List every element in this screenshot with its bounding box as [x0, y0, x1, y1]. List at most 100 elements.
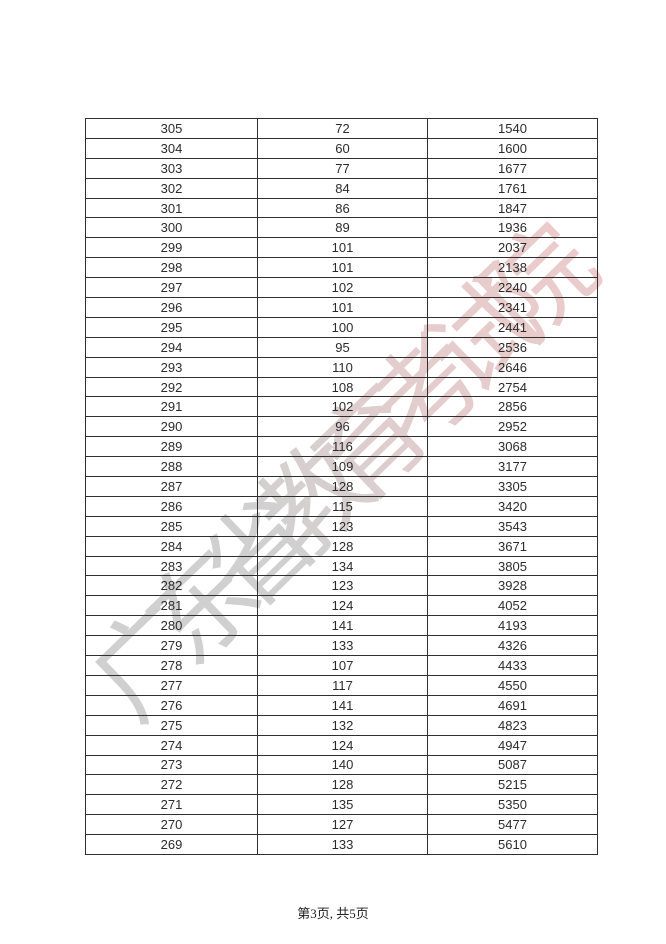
cell-score: 289 [85, 436, 258, 458]
cell-count: 128 [257, 476, 428, 497]
cell-cumulative: 1936 [427, 217, 598, 239]
cell-count: 60 [257, 137, 428, 159]
table-row: 301 86 1847 [85, 197, 598, 219]
cell-score: 287 [85, 476, 258, 497]
table-row: 278 107 4433 [85, 655, 598, 676]
cell-score: 281 [85, 595, 258, 617]
cell-count: 95 [257, 336, 428, 358]
cell-score: 286 [85, 495, 258, 517]
cell-score: 292 [85, 376, 258, 398]
cell-cumulative: 5350 [427, 794, 598, 816]
cell-score: 303 [85, 157, 258, 179]
cell-score: 305 [85, 118, 258, 139]
cell-score: 288 [85, 456, 258, 478]
cell-cumulative: 3543 [427, 515, 598, 537]
cell-score: 301 [85, 197, 258, 219]
cell-count: 140 [257, 754, 428, 776]
cell-count: 86 [257, 197, 428, 219]
cell-cumulative: 3177 [427, 456, 598, 478]
cell-score: 279 [85, 635, 258, 657]
cell-cumulative: 4052 [427, 595, 598, 617]
cell-score: 296 [85, 297, 258, 318]
cell-cumulative: 3928 [427, 575, 598, 597]
table-row: 284 128 3671 [85, 535, 598, 557]
cell-cumulative: 2441 [427, 316, 598, 338]
cell-cumulative: 2536 [427, 336, 598, 358]
cell-cumulative: 1677 [427, 157, 598, 179]
cell-cumulative: 5087 [427, 754, 598, 776]
cell-score: 270 [85, 814, 258, 836]
page-footer: 第3页, 共5页 [297, 906, 369, 921]
score-table: 305 72 1540 304 60 1600 303 77 1677 302 … [85, 118, 598, 855]
cell-count: 117 [257, 674, 428, 696]
cell-count: 101 [257, 297, 428, 318]
cell-score: 272 [85, 774, 258, 796]
cell-cumulative: 4691 [427, 694, 598, 716]
table-row: 293 110 2646 [85, 356, 598, 378]
cell-count: 101 [257, 237, 428, 259]
table-row: 269 133 5610 [85, 834, 598, 855]
cell-score: 280 [85, 615, 258, 637]
cell-cumulative: 5477 [427, 814, 598, 836]
cell-count: 132 [257, 714, 428, 736]
cell-count: 108 [257, 376, 428, 398]
cell-score: 302 [85, 177, 258, 199]
table-row: 303 77 1677 [85, 157, 598, 179]
cell-score: 273 [85, 754, 258, 776]
cell-cumulative: 2138 [427, 257, 598, 279]
cell-count: 123 [257, 515, 428, 537]
cell-cumulative: 4550 [427, 674, 598, 696]
table-row: 280 141 4193 [85, 615, 598, 637]
cell-cumulative: 4947 [427, 734, 598, 756]
cell-score: 276 [85, 694, 258, 716]
table-row: 273 140 5087 [85, 754, 598, 776]
cell-count: 134 [257, 555, 428, 577]
cell-count: 123 [257, 575, 428, 597]
cell-cumulative: 1847 [427, 197, 598, 219]
table-row: 291 102 2856 [85, 396, 598, 418]
table-row: 283 134 3805 [85, 555, 598, 577]
table-row: 282 123 3928 [85, 575, 598, 597]
cell-cumulative: 5610 [427, 834, 598, 855]
table-row: 292 108 2754 [85, 376, 598, 398]
cell-count: 135 [257, 794, 428, 816]
cell-cumulative: 3305 [427, 476, 598, 497]
cell-count: 77 [257, 157, 428, 179]
cell-count: 124 [257, 734, 428, 756]
cell-score: 271 [85, 794, 258, 816]
table-row: 302 84 1761 [85, 177, 598, 199]
cell-score: 291 [85, 396, 258, 418]
cell-score: 293 [85, 356, 258, 378]
table-row: 295 100 2441 [85, 316, 598, 338]
cell-score: 297 [85, 277, 258, 299]
cell-cumulative: 2341 [427, 297, 598, 318]
cell-count: 124 [257, 595, 428, 617]
cell-count: 72 [257, 118, 428, 139]
table-row: 300 89 1936 [85, 217, 598, 239]
table-row: 270 127 5477 [85, 814, 598, 836]
cell-cumulative: 3420 [427, 495, 598, 517]
cell-score: 294 [85, 336, 258, 358]
cell-count: 84 [257, 177, 428, 199]
table-row: 271 135 5350 [85, 794, 598, 816]
table-row: 285 123 3543 [85, 515, 598, 537]
cell-count: 116 [257, 436, 428, 458]
table-row: 298 101 2138 [85, 257, 598, 279]
score-table-body: 305 72 1540 304 60 1600 303 77 1677 302 … [85, 118, 598, 855]
table-row: 305 72 1540 [85, 118, 598, 139]
table-row: 299 101 2037 [85, 237, 598, 259]
cell-score: 275 [85, 714, 258, 736]
cell-score: 277 [85, 674, 258, 696]
cell-cumulative: 2856 [427, 396, 598, 418]
cell-score: 290 [85, 416, 258, 438]
cell-count: 133 [257, 635, 428, 657]
cell-score: 284 [85, 535, 258, 557]
cell-cumulative: 2240 [427, 277, 598, 299]
cell-cumulative: 1761 [427, 177, 598, 199]
table-row: 290 96 2952 [85, 416, 598, 438]
table-row: 276 141 4691 [85, 694, 598, 716]
cell-count: 102 [257, 277, 428, 299]
cell-score: 295 [85, 316, 258, 338]
cell-count: 89 [257, 217, 428, 239]
